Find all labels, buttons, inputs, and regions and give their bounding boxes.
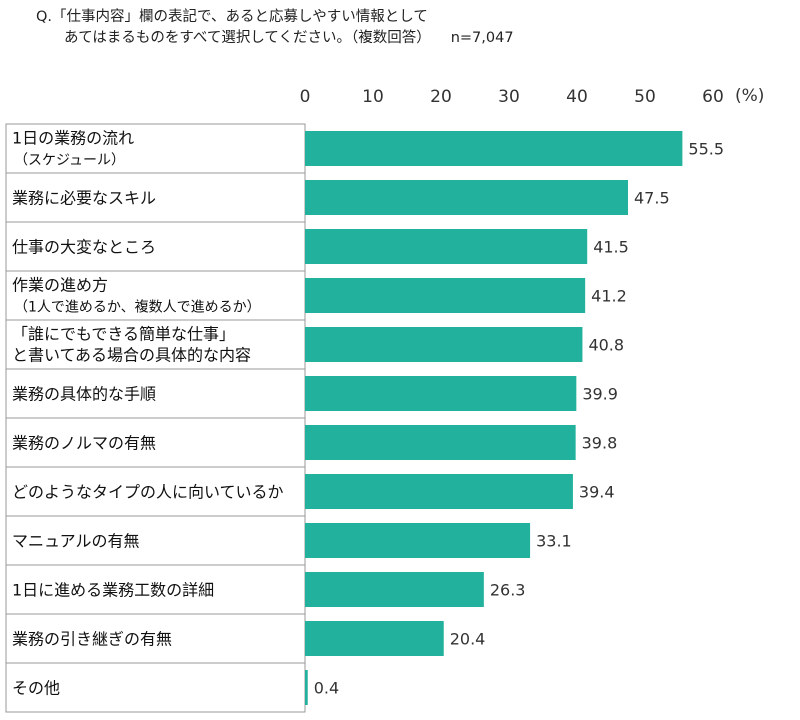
category-label: 仕事の大変なところ xyxy=(12,238,156,257)
category-label: 「誰にでもできる簡単な仕事」 xyxy=(12,325,235,344)
bar xyxy=(305,376,577,411)
bar xyxy=(305,327,583,362)
category-label: 1日の業務の流れ xyxy=(12,129,134,148)
bar xyxy=(305,425,576,460)
category-label: 業務の具体的な手順 xyxy=(12,385,156,404)
category-label: 作業の進め方 xyxy=(12,276,108,295)
bar xyxy=(305,670,308,705)
bar xyxy=(305,523,531,558)
category-sublabel: と書いてある場合の具体的な内容 xyxy=(12,346,251,365)
value-label: 0.4 xyxy=(314,679,339,698)
bar xyxy=(305,572,484,607)
value-label: 39.4 xyxy=(579,483,615,502)
category-label: 1日に進める業務工数の詳細 xyxy=(12,581,214,600)
value-label: 40.8 xyxy=(588,336,624,355)
bar xyxy=(305,131,683,166)
bar xyxy=(305,229,588,264)
x-tick-label: 40 xyxy=(566,87,588,107)
category-label: 業務に必要なスキル xyxy=(12,189,156,208)
category-label: どのようなタイプの人に向いているか xyxy=(12,483,284,502)
x-tick-label: 0 xyxy=(300,87,311,107)
x-tick-label: 20 xyxy=(430,87,452,107)
category-sublabel: （1人で進めるか、複数人で進めるか） xyxy=(14,299,261,316)
x-tick-label: 10 xyxy=(362,87,384,107)
x-tick-label: 50 xyxy=(634,87,656,107)
bar xyxy=(305,180,628,215)
category-label: その他 xyxy=(12,679,60,698)
x-tick-label: 30 xyxy=(498,87,520,107)
x-tick-label: 60 xyxy=(702,87,724,107)
question-text: Q.「仕事内容」欄の表記で、あると応募しやすい情報として あてはまるものをすべて… xyxy=(36,7,514,49)
question-line-1: Q.「仕事内容」欄の表記で、あると応募しやすい情報として xyxy=(36,9,428,25)
value-label: 41.2 xyxy=(591,287,627,306)
bar xyxy=(305,278,586,313)
value-label: 39.9 xyxy=(582,385,618,404)
question-line-2: あてはまるものをすべて選択してください。（複数回答） xyxy=(64,30,431,46)
bar xyxy=(305,474,573,509)
value-label: 55.5 xyxy=(688,140,724,159)
value-label: 33.1 xyxy=(536,532,572,551)
bar xyxy=(305,621,444,656)
category-label: 業務のノルマの有無 xyxy=(12,434,156,453)
category-label: 業務の引き継ぎの有無 xyxy=(12,630,172,649)
sample-size: n=7,047 xyxy=(450,30,514,46)
unit-label: (%) xyxy=(735,86,764,106)
category-sublabel: （スケジュール） xyxy=(14,153,125,169)
value-label: 26.3 xyxy=(490,581,526,600)
value-label: 20.4 xyxy=(450,630,486,649)
value-label: 41.5 xyxy=(593,238,629,257)
value-label: 39.8 xyxy=(582,434,618,453)
category-label: マニュアルの有無 xyxy=(12,532,140,551)
value-label: 47.5 xyxy=(634,189,670,208)
